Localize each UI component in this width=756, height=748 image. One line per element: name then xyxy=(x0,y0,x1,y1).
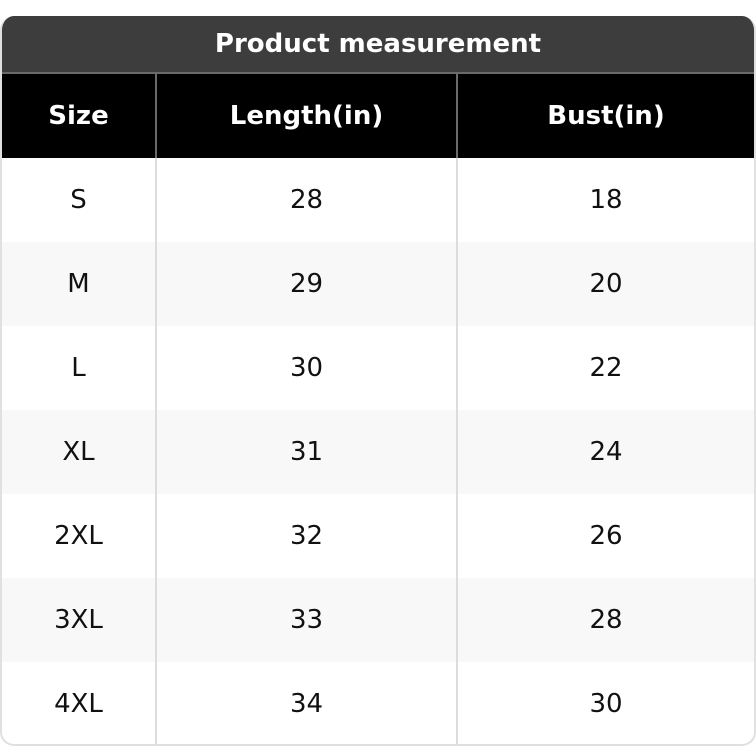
length-cell: 30 xyxy=(157,326,458,410)
length-cell: 28 xyxy=(157,158,458,242)
table-row: 4XL 34 30 xyxy=(2,662,754,744)
bust-cell: 24 xyxy=(589,437,623,467)
header-size: Size xyxy=(2,74,157,158)
bust-cell: 22 xyxy=(589,353,623,383)
length-cell: 34 xyxy=(157,662,458,744)
header-bust: Bust(in) xyxy=(547,101,665,131)
size-cell: XL xyxy=(2,410,157,494)
size-cell: M xyxy=(2,242,157,326)
table-body: S 28 18 M 29 20 L 30 22 XL 31 24 2XL 32 26 3XL 33 28 4XL 34… xyxy=(2,158,754,744)
length-cell: 33 xyxy=(157,578,458,662)
length-cell: 31 xyxy=(157,410,458,494)
size-cell: S xyxy=(2,158,157,242)
table-row: L 30 22 xyxy=(2,326,754,410)
table-row: XL 31 24 xyxy=(2,410,754,494)
size-cell: L xyxy=(2,326,157,410)
table-title: Product measurement xyxy=(2,16,754,74)
bust-cell: 18 xyxy=(589,185,623,215)
header-length: Length(in) xyxy=(157,74,458,158)
header-row: Size Length(in) Bust(in) xyxy=(2,74,754,158)
size-cell: 2XL xyxy=(2,494,157,578)
table-row: S 28 18 xyxy=(2,158,754,242)
table-row: 2XL 32 26 xyxy=(2,494,754,578)
length-cell: 32 xyxy=(157,494,458,578)
table-row: M 29 20 xyxy=(2,242,754,326)
bust-cell: 26 xyxy=(589,521,623,551)
bust-cell: 30 xyxy=(589,689,623,719)
length-cell: 29 xyxy=(157,242,458,326)
size-cell: 4XL xyxy=(2,662,157,744)
bust-cell: 28 xyxy=(589,605,623,635)
measurement-table: Product measurement Size Length(in) Bust… xyxy=(0,16,756,746)
bust-cell: 20 xyxy=(589,269,623,299)
size-cell: 3XL xyxy=(2,578,157,662)
table-row: 3XL 33 28 xyxy=(2,578,754,662)
